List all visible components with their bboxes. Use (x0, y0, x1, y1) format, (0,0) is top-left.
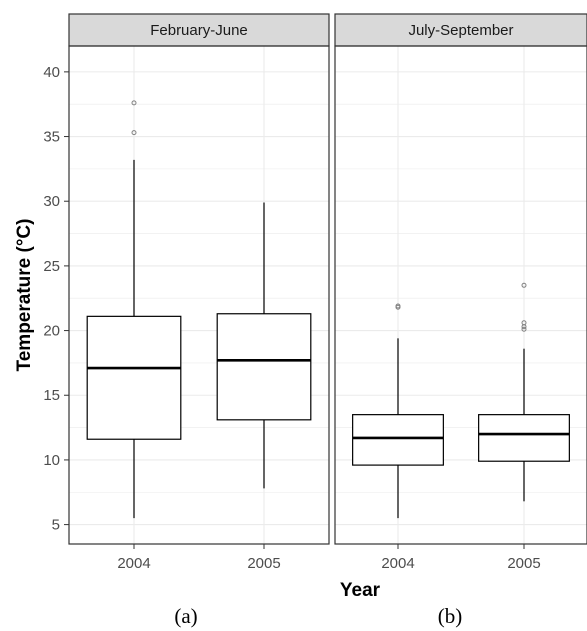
panel-strip (334, 13, 587, 47)
y-axis-title: Temperature (°C) (14, 219, 35, 372)
x-axis-title: Year (340, 580, 381, 601)
panel-caption: (a) (174, 604, 197, 628)
outlier-point (131, 130, 137, 136)
panel-title: July-September (408, 22, 513, 39)
y-tick-label: 5 (52, 517, 60, 534)
y-tick-label: 35 (43, 129, 60, 146)
panel-border (334, 45, 587, 545)
y-tick-label: 25 (43, 258, 60, 275)
outlier-point (395, 303, 401, 309)
panel-border (68, 45, 330, 545)
y-tick-label: 10 (43, 452, 60, 469)
box-iqr (86, 315, 182, 440)
box-iqr (478, 414, 570, 462)
outlier-point (521, 282, 527, 288)
y-tick-label: 40 (43, 64, 60, 81)
panel-strip (68, 13, 330, 47)
x-tick-label: 2005 (507, 555, 540, 572)
x-tick-label: 2004 (117, 555, 150, 572)
box-iqr (352, 414, 444, 466)
y-tick-label: 20 (43, 323, 60, 340)
panel-caption: (b) (438, 604, 463, 628)
x-tick-label: 2004 (381, 555, 414, 572)
outlier-point (131, 100, 137, 106)
panel-title: February-June (150, 22, 248, 39)
x-tick-label: 2005 (247, 555, 280, 572)
outlier-point (521, 326, 527, 332)
box-iqr (216, 313, 312, 421)
y-tick-label: 30 (43, 193, 60, 210)
y-tick-label: 15 (43, 387, 60, 404)
outlier-point (521, 320, 527, 326)
